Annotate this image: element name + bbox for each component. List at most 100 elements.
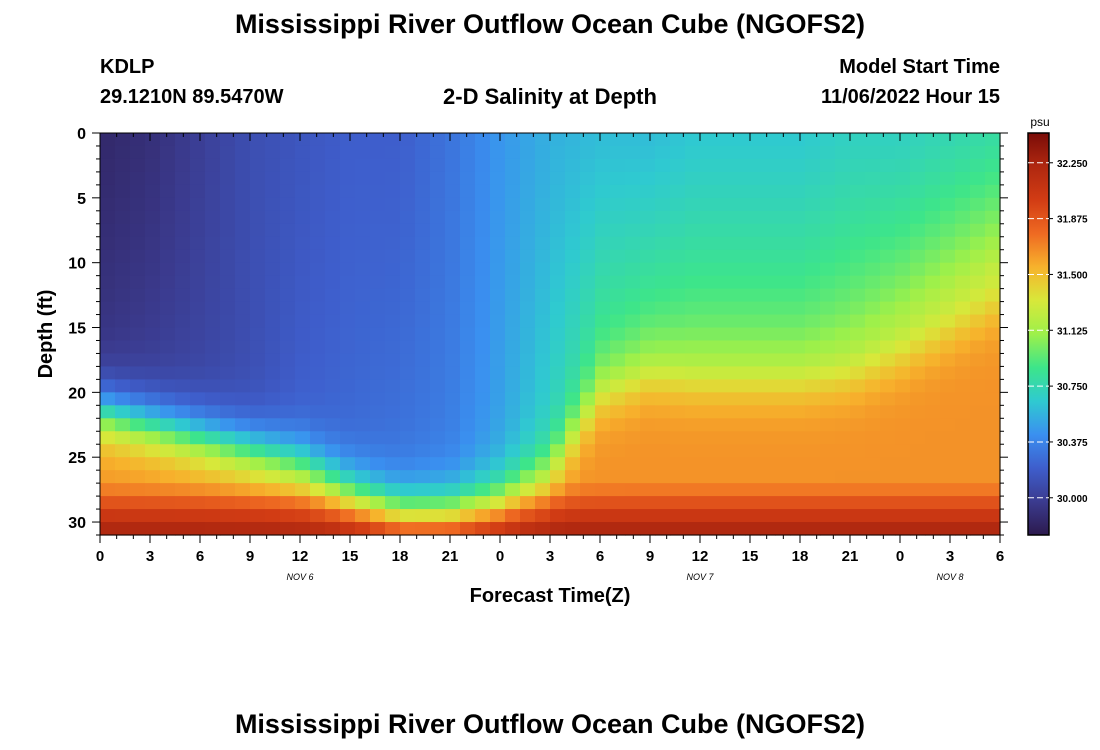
heatmap-cell [550,314,566,329]
heatmap-cell [865,353,881,368]
heatmap-cell [535,184,551,199]
heatmap-cell [370,431,386,445]
heatmap-cell [475,431,491,445]
heatmap-cell [175,366,191,380]
heatmap-cell [400,444,416,458]
heatmap-cell [190,184,206,199]
heatmap-cell [385,301,401,316]
heatmap-cell [565,509,581,523]
heatmap-cell [910,275,926,290]
heatmap-cell [745,171,761,186]
heatmap-cell [925,262,941,277]
heatmap-cell [535,145,551,160]
heatmap-cell [655,366,671,380]
heatmap-cell [835,522,851,536]
heatmap-cell [160,301,176,316]
heatmap-cell [700,509,716,523]
heatmap-cell [100,236,116,251]
heatmap-cell [925,483,941,497]
heatmap-cell [940,457,956,471]
heatmap-cell [220,418,236,432]
heatmap-cell [340,444,356,458]
heatmap-cell [445,470,461,484]
heatmap-cell [790,366,806,380]
heatmap-cell [880,314,896,329]
heatmap-cell [220,444,236,458]
heatmap-cell [175,353,191,368]
heatmap-cell [325,353,341,368]
heatmap-cell [565,145,581,160]
heatmap-cell [505,210,521,225]
heatmap-cell [355,210,371,225]
heatmap-cell [460,223,476,238]
heatmap-cell [985,418,1001,432]
heatmap-cell [670,171,686,186]
heatmap-cell [250,197,266,212]
heatmap-cell [370,184,386,199]
heatmap-cell [700,483,716,497]
heatmap-cell [895,262,911,277]
heatmap-cell [880,431,896,445]
heatmap-cell [970,496,986,510]
heatmap-cell [580,444,596,458]
heatmap-cell [970,171,986,186]
heatmap-cell [625,405,641,419]
heatmap-cell [265,470,281,484]
heatmap-cell [820,483,836,497]
heatmap-cell [115,236,131,251]
heatmap-cell [595,249,611,264]
heatmap-cell [520,158,536,173]
heatmap-cell [355,353,371,368]
heatmap-cell [145,457,161,471]
heatmap-cell [700,496,716,510]
heatmap-cell [250,210,266,225]
heatmap-cell [745,509,761,523]
colorbar-tick-label: 31.500 [1057,270,1088,281]
heatmap-cell [775,145,791,160]
heatmap-cell [445,158,461,173]
heatmap-cell [400,275,416,290]
heatmap-cell [340,197,356,212]
heatmap-cell [430,418,446,432]
heatmap-cell [160,496,176,510]
heatmap-cell [520,418,536,432]
heatmap-cell [820,457,836,471]
heatmap-cell [940,249,956,264]
heatmap-cell [370,314,386,329]
heatmap-cell [910,210,926,225]
heatmap-cell [565,405,581,419]
heatmap-cell [355,275,371,290]
heatmap-cell [415,184,431,199]
heatmap-cell [910,327,926,342]
heatmap-cell [505,262,521,277]
heatmap-cell [685,301,701,316]
heatmap-cell [265,418,281,432]
heatmap-cell [955,158,971,173]
heatmap-cell [550,184,566,199]
heatmap-cell [475,470,491,484]
heatmap-cell [505,236,521,251]
heatmap-cell [775,340,791,355]
heatmap-cell [175,171,191,186]
heatmap-cell [835,223,851,238]
heatmap-cell [115,457,131,471]
heatmap-cell [715,327,731,342]
heatmap-cell [505,366,521,380]
heatmap-cell [940,340,956,355]
heatmap-cell [910,496,926,510]
heatmap-cell [235,275,251,290]
heatmap-cell [190,158,206,173]
heatmap-cell [370,197,386,212]
heatmap-cell [925,340,941,355]
heatmap-cell [415,509,431,523]
heatmap-cell [295,158,311,173]
heatmap-cell [325,223,341,238]
model-start-label: Model Start Time [839,56,1000,78]
heatmap-cell [715,431,731,445]
heatmap-cell [775,210,791,225]
heatmap-cell [280,509,296,523]
heatmap-cell [280,353,296,368]
heatmap-cell [430,457,446,471]
heatmap-cell [895,405,911,419]
heatmap-cell [805,431,821,445]
